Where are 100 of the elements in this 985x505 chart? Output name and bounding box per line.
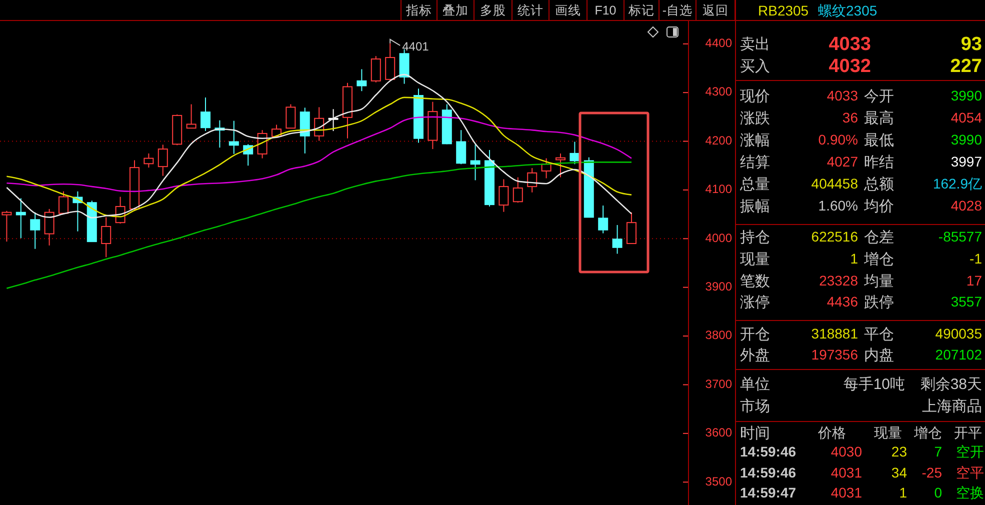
text: F10 [594,3,616,18]
text: 3997 [950,154,982,170]
text: 螺纹2305 [818,2,878,19]
text: 14:59:46 [740,444,796,460]
text: -25 [922,464,942,481]
text: 价格 [817,424,846,441]
y-tick-label: 4400 [705,36,732,50]
y-tick-label: 3500 [705,474,732,488]
text: 昨结 [864,154,894,171]
candlestick [286,104,296,129]
candlestick [158,144,168,176]
text: -85577 [938,228,982,245]
line-series [6,162,632,289]
text: 空平 [956,464,984,481]
text: 涨幅 [740,132,770,149]
text: 23328 [819,272,858,289]
text: 现量 [740,250,770,268]
text: 23 [891,444,908,460]
candlestick [370,56,381,83]
text: 内盘 [864,346,894,364]
text: 空换 [956,484,984,501]
text: 4028 [950,198,982,214]
text: 涨停 [740,294,770,311]
y-tick-label: 3800 [705,328,732,342]
candlestick [512,176,523,204]
candlestick [186,104,196,129]
annotation: 4401 [402,40,430,54]
text: 622516 [811,228,858,245]
text: 3990 [950,132,982,148]
text: 单位 [740,376,770,393]
text: 开仓 [740,326,770,343]
text: 上海商品 [922,398,982,415]
text: 持仓 [740,228,770,246]
y-tick-label: 4100 [705,182,732,196]
text: 涨跌 [740,110,770,127]
y-tick-label: 4000 [705,230,732,245]
candlestick [16,198,26,239]
text: -1 [970,250,982,267]
text: 统计 [518,3,544,18]
text: 17 [966,272,982,289]
text: 36 [842,110,858,126]
candlestick [626,212,636,244]
text: 490035 [935,326,982,342]
text: 总量 [739,176,770,193]
text: 7 [934,444,942,460]
text: 仓差 [864,228,894,246]
candlestick [498,178,509,212]
candlestick [385,42,396,81]
text: 增仓 [863,250,894,268]
candlestick [2,210,12,242]
text: 207102 [935,346,982,363]
text: 3990 [950,88,982,104]
text: 1 [899,484,908,501]
text: 现量 [874,424,902,441]
text: 均量 [863,272,894,290]
text: 振幅 [740,198,770,215]
text: 画线 [555,3,581,18]
text: 结算 [740,154,770,171]
y-tick-label: 3700 [705,376,732,391]
text: 4033 [826,88,858,104]
text: 总额 [863,176,894,193]
text: 4031 [830,464,862,481]
candlestick [470,144,480,181]
candlestick [30,212,40,250]
text: 多股 [480,3,506,18]
candlestick [58,190,68,214]
text: 4031 [830,484,862,501]
candlestick [356,68,367,92]
text: 1.60% [818,198,858,214]
text: RB2305 [758,2,809,19]
text: 今开 [864,88,894,105]
text: 卖出 [740,36,770,53]
text: 外盘 [740,346,770,364]
text: 现价 [740,88,770,105]
text: 时间 [740,424,770,442]
text: 0.90% [818,132,858,148]
candlestick [570,141,580,165]
y-tick-label: 4200 [705,133,732,148]
text: 均价 [863,198,894,215]
text: 162.9亿 [932,176,982,192]
candlestick [101,216,112,258]
candlestick [598,205,608,234]
candlestick [612,224,622,254]
text: 1 [850,250,858,267]
text: 4054 [950,110,982,126]
text: 4436 [826,294,858,310]
text: 14:59:46 [740,464,796,481]
y-tick-label: 3900 [705,280,732,294]
text: 返回 [702,3,728,18]
text: 开平 [954,424,982,441]
y-tick-label: 4300 [705,84,732,99]
text: 最高 [864,110,894,127]
text: 市场 [740,398,770,415]
text: 0 [934,484,942,501]
candlestick [300,107,310,154]
text: 最低 [864,132,894,149]
candlestick [228,120,239,154]
candlestick [456,130,466,165]
text: 增仓 [913,424,942,441]
text: 4030 [830,444,862,460]
